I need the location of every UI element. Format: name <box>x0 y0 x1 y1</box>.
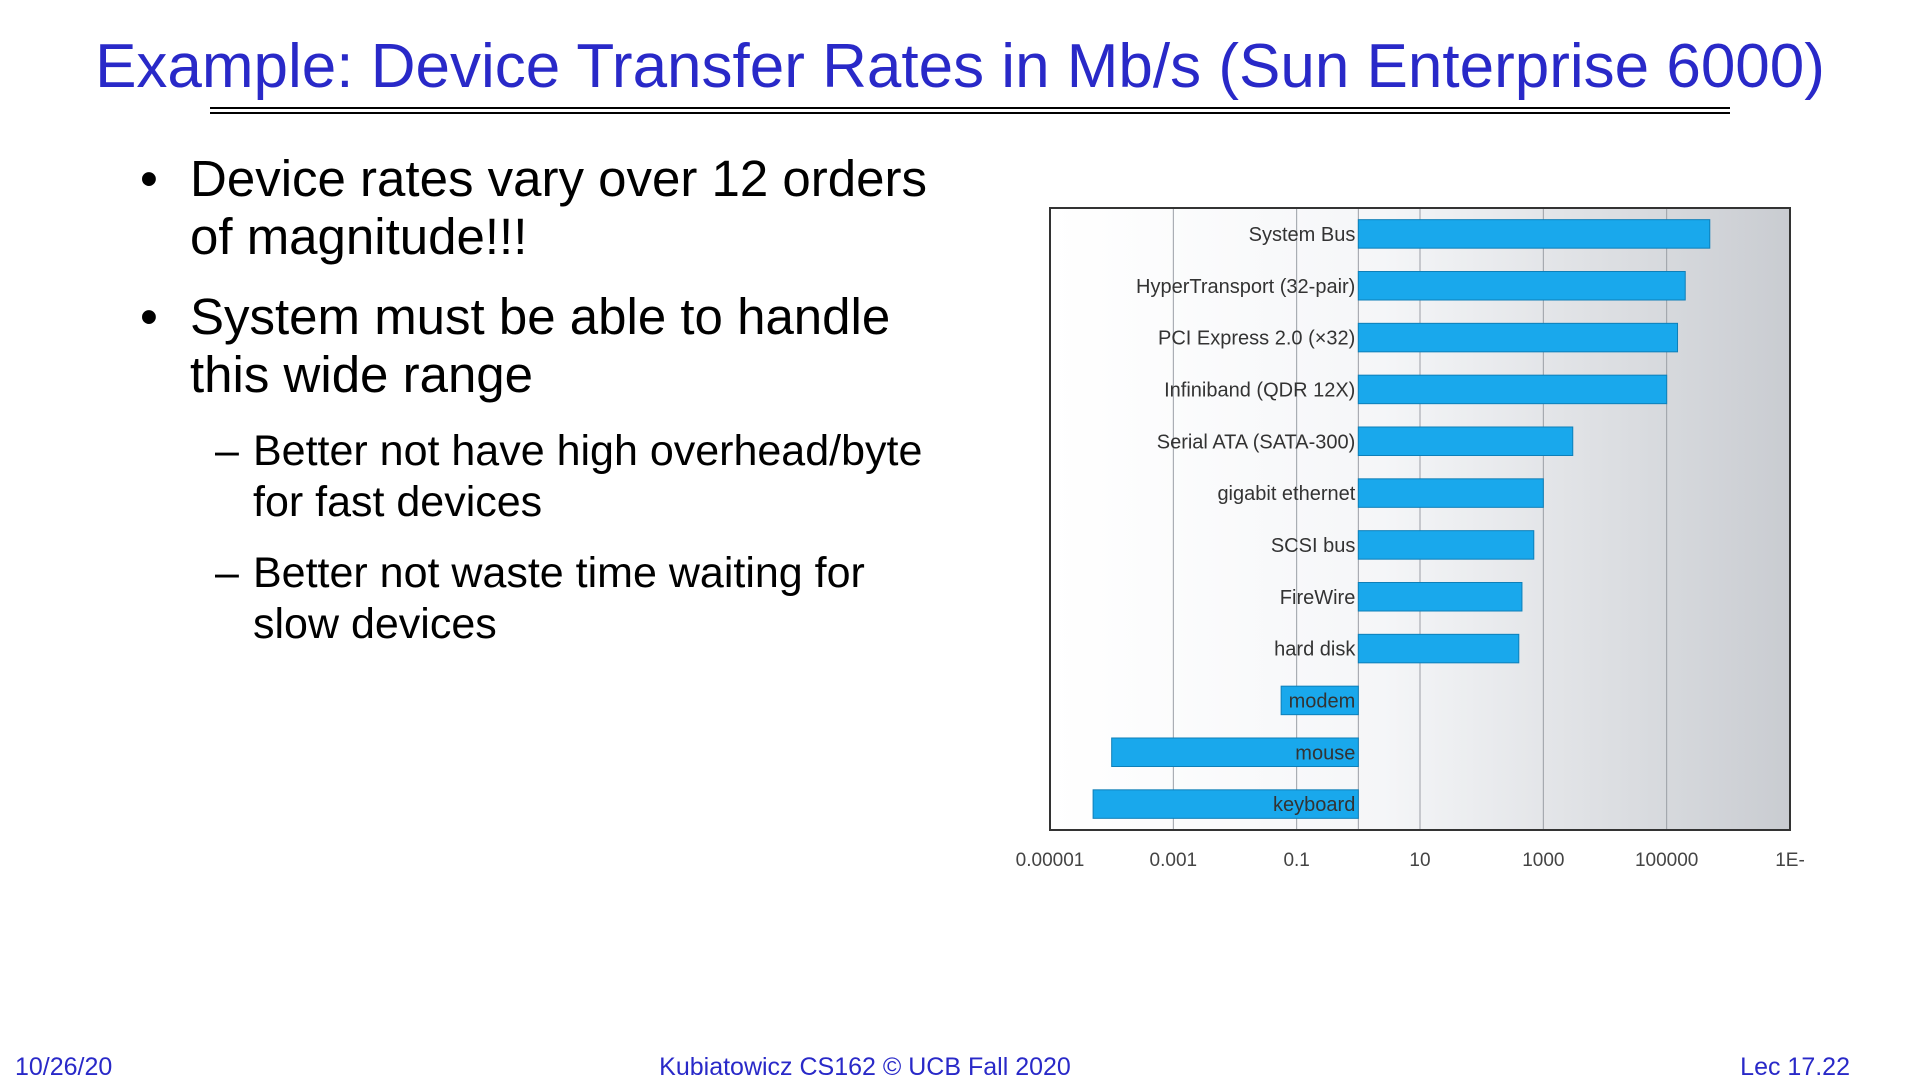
sub-bullet-item: – Better not have high overhead/byte for… <box>140 426 940 528</box>
category-label: modem <box>1289 690 1356 712</box>
category-label: hard disk <box>1274 639 1356 661</box>
sub-bullet-text: Better not waste time waiting for slow d… <box>253 549 865 648</box>
bar <box>1357 426 1574 457</box>
bar <box>1357 219 1711 249</box>
bullet-item: • Device rates vary over 12 orders of ma… <box>140 150 940 266</box>
bullet-item: • System must be able to handle this wid… <box>140 288 940 404</box>
category-label: PCI Express 2.0 (×32) <box>1158 328 1355 350</box>
x-tick-label: 0.1 <box>1283 850 1309 871</box>
slide-title: Example: Device Transfer Rates in Mb/s (… <box>95 32 1825 101</box>
category-label: FireWire <box>1280 587 1356 609</box>
sub-bullet-text: Better not have high overhead/byte for f… <box>253 427 923 526</box>
bar <box>1280 685 1359 716</box>
bullet-dot: • <box>140 288 158 345</box>
transfer-rate-chart: System Bus HyperTransport (32-pair) PCI Ex… <box>1016 207 1805 871</box>
category-label: Serial ATA (SATA-300) <box>1157 431 1356 453</box>
title-rule-top <box>210 107 1730 109</box>
bullet-text: Device rates vary over 12 orders of magn… <box>190 150 927 265</box>
bar <box>1357 322 1679 353</box>
bar <box>1357 270 1686 301</box>
bar <box>1357 374 1668 405</box>
category-label: SCSI bus <box>1271 535 1355 557</box>
category-label: HyperTransport (32-pair) <box>1136 276 1355 298</box>
x-tick-label: 1000 <box>1522 850 1564 871</box>
bar <box>1357 581 1523 612</box>
category-label: mouse <box>1295 742 1355 764</box>
x-tick-label: 10 <box>1409 850 1430 871</box>
sub-bullet-item: – Better not waste time waiting for slow… <box>140 548 940 650</box>
footer-lecture: Lec 17.22 <box>1740 1053 1850 1081</box>
title-rule-bottom <box>210 112 1730 114</box>
plot-frame <box>1049 207 1791 831</box>
sub-bullet-dash: – <box>215 549 239 597</box>
bullet-text: System must be able to handle this wide … <box>190 288 891 403</box>
x-tick-label: 1E- <box>1775 850 1805 871</box>
category-label: System Bus <box>1249 224 1356 246</box>
category-label: Infiniband (QDR 12X) <box>1164 379 1355 401</box>
bar <box>1357 633 1520 664</box>
bar <box>1357 530 1535 560</box>
category-label: gigabit ethernet <box>1217 483 1355 505</box>
footer-date: 10/26/20 <box>15 1053 113 1081</box>
bullet-list: • Device rates vary over 12 orders of ma… <box>140 150 940 670</box>
bar <box>1111 737 1359 768</box>
bullet-dot: • <box>140 150 158 207</box>
x-tick-label: 0.001 <box>1150 850 1198 871</box>
bar <box>1357 478 1544 508</box>
category-label: keyboard <box>1273 794 1355 816</box>
x-tick-label: 0.00001 <box>1016 850 1085 871</box>
footer-course: Kubiatowicz CS162 © UCB Fall 2020 <box>659 1053 1071 1081</box>
x-tick-label: 100000 <box>1635 850 1698 871</box>
bar <box>1092 789 1359 819</box>
sub-bullet-dash: – <box>215 427 239 475</box>
